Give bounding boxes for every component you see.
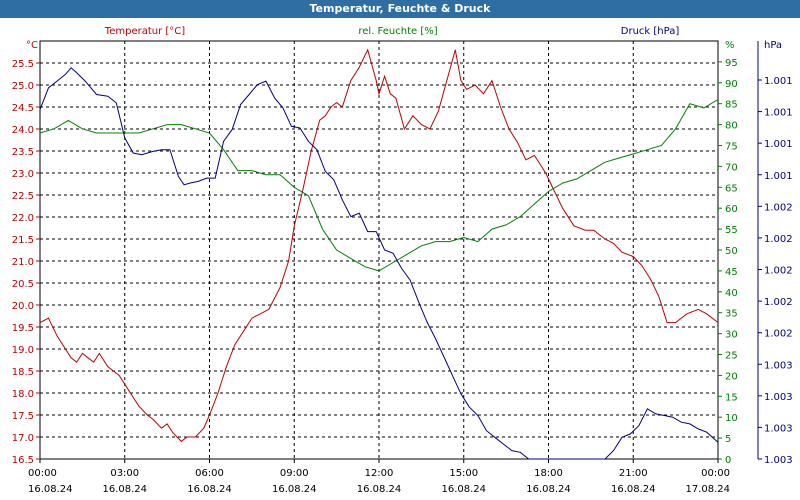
left-tick-label: 22.5	[12, 191, 34, 202]
left-tick-label: 18.0	[12, 389, 34, 400]
right-axis-label: Druck [hPa]	[621, 26, 680, 37]
right-tick-label: 1.001	[764, 76, 793, 87]
middle-tick-label: 30	[725, 330, 738, 341]
right-tick-label: 1.001	[764, 108, 793, 119]
middle-tick-label: 50	[725, 246, 738, 257]
middle-tick-label: 55	[725, 225, 738, 236]
series-line-right	[39, 67, 719, 460]
x-tick-label-date: 17.08.24	[685, 484, 730, 495]
middle-tick-label: 10	[725, 413, 738, 424]
x-tick-label-time: 06:00	[195, 468, 224, 479]
left-tick-label: 19.5	[12, 323, 34, 334]
series-line-middle	[39, 99, 719, 272]
x-tick-label-time: 00:00	[28, 468, 57, 479]
x-tick-label-time: 18:00	[534, 468, 563, 479]
left-axis-unit: °C	[26, 40, 38, 51]
left-tick-label: 20.5	[12, 279, 34, 290]
left-tick-label: 20.0	[12, 301, 34, 312]
left-tick-label: 21.0	[12, 257, 34, 268]
middle-tick-label: 0	[725, 455, 731, 466]
x-tick-label-time: 03:00	[110, 468, 139, 479]
left-tick-label: 24.0	[12, 125, 34, 136]
x-tick-label-date: 16.08.24	[441, 484, 486, 495]
right-axis-unit: hPa	[764, 40, 782, 51]
middle-tick-label: 15	[725, 392, 738, 403]
right-tick-label: 1.003	[764, 392, 793, 403]
x-tick-label-date: 16.08.24	[187, 484, 232, 495]
x-tick-label-time: 00:00	[701, 468, 730, 479]
middle-tick-label: 70	[725, 162, 738, 173]
right-tick-label: 1.002	[764, 202, 793, 213]
left-tick-label: 16.5	[12, 455, 34, 466]
right-tick-label: 1.002	[764, 329, 793, 340]
left-tick-label: 17.0	[12, 433, 34, 444]
window-title: Temperatur, Feuchte & Druck	[0, 0, 800, 18]
middle-tick-label: 20	[725, 371, 738, 382]
right-tick-label: 1.003	[764, 360, 793, 371]
series-line-left	[39, 48, 719, 443]
x-tick-label-time: 15:00	[449, 468, 478, 479]
right-tick-label: 1.003	[764, 423, 793, 434]
axes: 00:00 16.08.24 03:00 16.08.24 06:00 16.08.24 0…	[12, 41, 793, 495]
left-tick-label: 23.0	[12, 169, 34, 180]
x-tick-label-date: 16.08.24	[272, 484, 317, 495]
x-tick-label-time: 21:00	[619, 468, 648, 479]
line-chart: 00:00 16.08.24 03:00 16.08.24 06:00 16.08.24 0…	[12, 26, 793, 495]
middle-axis-label: rel. Feuchte [%]	[358, 26, 437, 37]
left-tick-label: 17.5	[12, 411, 34, 422]
middle-tick-label: 85	[725, 100, 738, 111]
middle-tick-label: 60	[725, 204, 738, 215]
left-tick-label: 24.5	[12, 103, 34, 114]
middle-tick-label: 5	[725, 434, 731, 445]
x-tick-label-date: 16.08.24	[102, 484, 147, 495]
middle-tick-label: 25	[725, 351, 738, 362]
left-tick-label: 21.5	[12, 235, 34, 246]
x-tick-label-date: 16.08.24	[357, 484, 402, 495]
axis-labels: °C Temperatur [°C] rel. Feuchte [%] % Dr…	[26, 26, 782, 51]
left-axis-label: Temperatur [°C]	[104, 26, 185, 37]
middle-tick-label: 65	[725, 183, 738, 194]
left-tick-label: 19.0	[12, 345, 34, 356]
left-tick-label: 25.0	[12, 81, 34, 92]
middle-tick-label: 45	[725, 267, 738, 278]
right-tick-label: 1.002	[764, 234, 793, 245]
x-tick-label-time: 09:00	[280, 468, 309, 479]
right-tick-label: 1.003	[764, 455, 793, 466]
x-tick-label-date: 16.08.24	[611, 484, 656, 495]
x-tick-label-date: 16.08.24	[526, 484, 571, 495]
right-tick-label: 1.001	[764, 139, 793, 150]
middle-tick-label: 95	[725, 58, 738, 69]
left-tick-label: 18.5	[12, 367, 34, 378]
grid-lines	[40, 41, 718, 459]
middle-axis-unit: %	[725, 40, 735, 51]
left-tick-label: 25.5	[12, 59, 34, 70]
middle-tick-label: 75	[725, 142, 738, 153]
series-lines	[39, 48, 719, 460]
middle-tick-label: 35	[725, 309, 738, 320]
left-tick-label: 23.5	[12, 147, 34, 158]
right-tick-label: 1.002	[764, 266, 793, 277]
middle-tick-label: 80	[725, 121, 738, 132]
left-tick-label: 22.0	[12, 213, 34, 224]
middle-tick-label: 90	[725, 79, 738, 90]
x-tick-label-time: 12:00	[365, 468, 394, 479]
x-tick-label-date: 16.08.24	[28, 484, 73, 495]
middle-tick-label: 40	[725, 288, 738, 299]
right-tick-label: 1.001	[764, 171, 793, 182]
right-tick-label: 1.002	[764, 297, 793, 308]
